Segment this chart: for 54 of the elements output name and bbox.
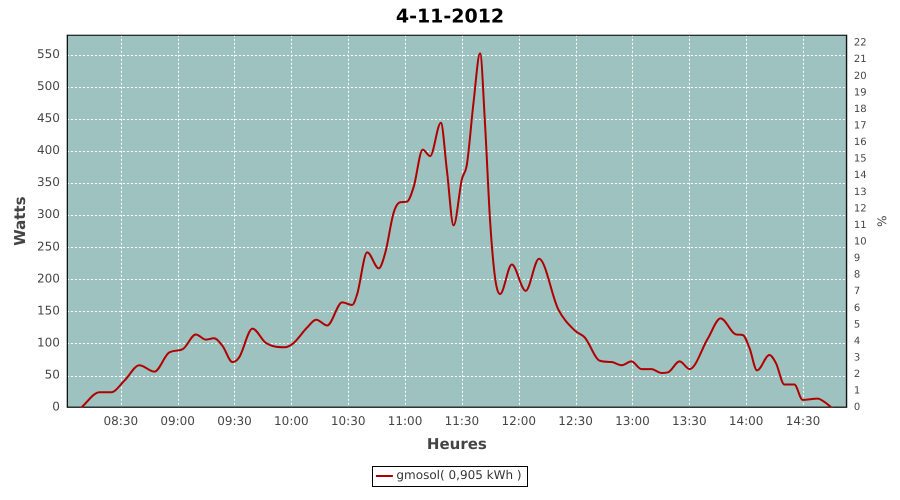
x-tick-label: 13:30 xyxy=(672,414,707,428)
y-tick-label: 50 xyxy=(44,368,60,382)
y-tick-label: 250 xyxy=(37,239,60,254)
y-tick-label: 200 xyxy=(37,271,60,286)
x-tick-label: 14:30 xyxy=(786,414,820,428)
y-tick-label: 0 xyxy=(52,400,60,414)
x-tick-label: 10:00 xyxy=(274,414,309,428)
y2-tick-label: 11 xyxy=(854,220,867,231)
y2-tick-label: 5 xyxy=(854,319,860,330)
x-tick-label: 09:00 xyxy=(160,414,195,428)
y2-tick-label: 17 xyxy=(854,120,867,132)
y-tick-label: 100 xyxy=(37,336,60,350)
y2-tick-label: 1 xyxy=(854,386,860,397)
y2-tick-label: 6 xyxy=(854,302,860,314)
y2-tick-label: 7 xyxy=(854,286,860,298)
legend-label: gmosol( 0,905 kWh ) xyxy=(396,468,522,482)
y2-tick-label: 14 xyxy=(854,170,867,182)
x-axis-title: Heures xyxy=(426,434,487,453)
y2-axis-title: % xyxy=(874,215,889,227)
line-series xyxy=(80,52,833,408)
y2-tick-label: 10 xyxy=(854,236,867,248)
y-tick-label: 500 xyxy=(37,78,60,93)
y2-tick-label: 12 xyxy=(854,203,867,214)
x-tick-label: 11:30 xyxy=(444,414,480,428)
x-tick-label: 09:30 xyxy=(217,414,252,428)
y2-tick-label: 21 xyxy=(854,54,867,66)
x-tick-label: 12:30 xyxy=(558,414,593,428)
x-tick-label: 11:00 xyxy=(388,414,422,428)
y2-tick-label: 8 xyxy=(854,270,860,281)
x-tick-label: 10:30 xyxy=(330,414,366,428)
y-tick-label: 450 xyxy=(37,110,60,125)
y-tick-label: 300 xyxy=(37,207,60,222)
y2-tick-label: 19 xyxy=(854,87,867,98)
y2-tick-label: 22 xyxy=(854,38,867,49)
y2-tick-label: 18 xyxy=(854,104,867,115)
y2-tick-label: 2 xyxy=(854,369,860,380)
y-tick-label: 550 xyxy=(37,46,60,61)
y-tick-label: 400 xyxy=(37,143,60,158)
y-axis-title: Watts xyxy=(10,196,29,246)
chart-title: 4-11-2012 xyxy=(396,5,504,28)
y-tick-label: 150 xyxy=(37,303,60,318)
x-tick-label: 12:00 xyxy=(501,414,536,428)
y2-tick-label: 20 xyxy=(854,70,867,82)
y2-tick-label: 13 xyxy=(854,186,867,198)
y2-tick-label: 0 xyxy=(854,402,860,414)
y-tick-label: 350 xyxy=(37,175,60,190)
x-tick-label: 08:30 xyxy=(104,414,138,428)
x-tick-label: 13:00 xyxy=(615,414,650,428)
y2-tick-label: 4 xyxy=(854,336,860,347)
y2-tick-label: 9 xyxy=(854,253,860,264)
y2-tick-label: 3 xyxy=(854,352,860,364)
y2-tick-label: 16 xyxy=(854,137,867,148)
x-tick-label: 14:00 xyxy=(728,414,764,428)
y2-tick-label: 15 xyxy=(854,154,867,165)
